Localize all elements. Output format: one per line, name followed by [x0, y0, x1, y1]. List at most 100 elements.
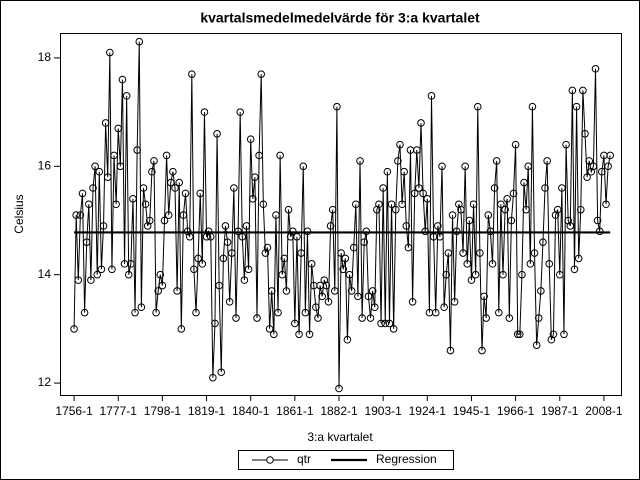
data-point [322, 281, 331, 290]
data-point [534, 314, 543, 322]
data-point [118, 75, 127, 84]
legend-label: Regression [376, 452, 437, 466]
data-point [221, 222, 230, 230]
data-point [560, 330, 568, 339]
data-point [497, 200, 505, 209]
data-point [402, 222, 411, 230]
data-point [72, 211, 80, 219]
x-tick-label: 1987-1 [541, 404, 579, 418]
data-point [410, 189, 419, 198]
data-point [213, 129, 221, 138]
x-tick-label: 1966-1 [497, 404, 535, 418]
data-point [244, 265, 253, 274]
data-point [507, 216, 516, 225]
data-point [381, 319, 390, 328]
data-point [404, 243, 413, 252]
y-tick-label: 18 [38, 50, 52, 64]
data-point [227, 249, 236, 257]
y-tick-label: 12 [38, 375, 52, 389]
data-point [139, 184, 148, 192]
data-point [505, 314, 514, 322]
data-point [217, 368, 226, 377]
data-point [190, 265, 198, 274]
data-point [366, 314, 375, 322]
data-point [465, 216, 474, 225]
data-point [295, 330, 303, 339]
data-point [549, 330, 558, 339]
data-point [232, 314, 240, 322]
data-point [602, 200, 610, 209]
data-point [476, 249, 484, 257]
data-point [484, 211, 493, 219]
data-point [251, 173, 259, 181]
data-line [73, 41, 611, 389]
data-point [349, 243, 358, 252]
x-axis-label: 3:a kvartalet [307, 430, 373, 444]
data-point [434, 222, 442, 230]
data-point [585, 157, 594, 165]
data-point [398, 200, 406, 209]
data-point [469, 200, 478, 209]
plot-frame [60, 33, 622, 396]
data-point [291, 319, 299, 328]
data-point [391, 205, 400, 214]
data-point [537, 287, 545, 295]
data-point [188, 70, 196, 78]
data-point [267, 287, 276, 295]
data-point [282, 287, 291, 295]
data-point [591, 64, 600, 73]
y-axis-label: Celsius [12, 194, 26, 233]
data-point [509, 189, 518, 198]
data-point [562, 140, 570, 149]
data-point [145, 216, 154, 225]
data-point [377, 319, 385, 328]
data-point [396, 140, 404, 149]
data-point [263, 243, 272, 252]
chart-title: kvartalsmedelmedelvärde för 3:a kvartale… [200, 10, 480, 26]
data-point [522, 205, 530, 214]
data-point [343, 335, 352, 344]
data-point [173, 287, 181, 295]
data-point [379, 184, 387, 192]
data-point [463, 260, 472, 268]
data-point [192, 308, 200, 317]
data-point [314, 314, 322, 322]
data-point [80, 308, 89, 317]
data-point [501, 205, 509, 214]
data-point [446, 346, 455, 355]
data-point [240, 276, 249, 284]
data-point [555, 270, 564, 279]
data-point [354, 292, 362, 301]
data-point [76, 211, 85, 219]
x-tick-label: 1756-1 [55, 404, 93, 418]
data-point [490, 184, 499, 192]
data-point [215, 281, 223, 290]
data-point [259, 200, 268, 209]
data-point [412, 146, 421, 154]
data-point [335, 384, 343, 393]
data-point [209, 373, 217, 382]
data-point [589, 162, 598, 171]
data-point [553, 205, 562, 214]
data-point [581, 129, 589, 138]
data-point [175, 178, 184, 187]
data-point [171, 184, 179, 192]
data-point [356, 157, 364, 165]
data-point [278, 270, 287, 279]
data-point [312, 303, 320, 312]
data-point [116, 162, 125, 171]
data-point [450, 297, 459, 306]
data-point [570, 265, 579, 274]
data-point [131, 308, 139, 317]
data-point [543, 157, 551, 165]
data-point [129, 195, 137, 203]
data-point [152, 308, 160, 317]
data-point [394, 157, 402, 165]
data-point [524, 162, 533, 171]
data-point [539, 238, 547, 246]
data-point [541, 184, 549, 192]
data-point [330, 287, 339, 295]
data-point [339, 265, 348, 274]
data-point [181, 189, 190, 198]
data-point [471, 270, 480, 279]
